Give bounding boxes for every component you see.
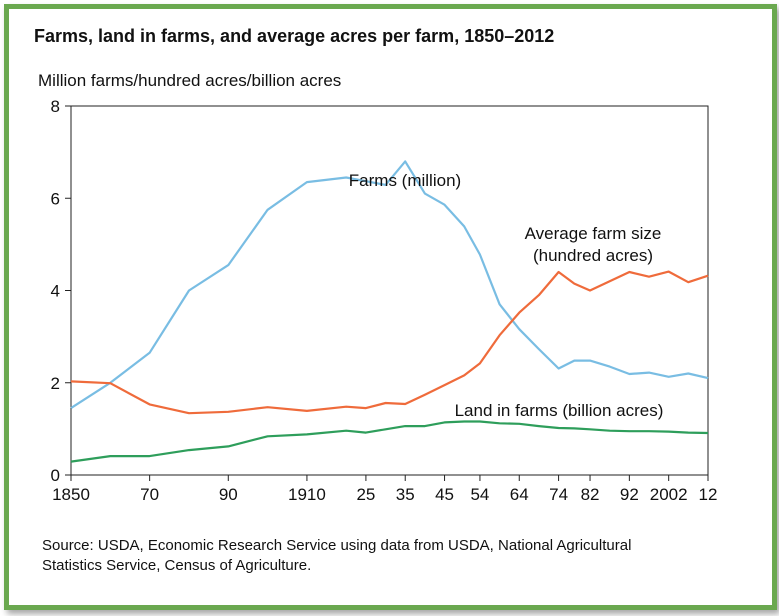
y-tick-label: 2 [51,374,60,393]
y-tick-label: 8 [51,97,60,116]
source-note: Source: USDA, Economic Research Service … [42,537,632,574]
x-tick-label: 12 [699,485,718,504]
y-tick-label: 4 [51,282,60,301]
x-tick-label: 1910 [288,485,326,504]
series-line-3 [70,420,709,463]
x-tick-label: 74 [549,485,568,504]
series-label-2: (hundred acres) [533,246,653,265]
series-line-1 [70,160,709,410]
x-tick-label: 54 [470,485,489,504]
x-tick-label: 64 [510,485,529,504]
x-tick-label: 92 [620,485,639,504]
x-tick-label: 90 [219,485,238,504]
series-label-2: Average farm size [525,224,662,243]
y-tick-label: 6 [51,189,60,208]
y-axis-label: Million farms/hundred acres/billion acre… [38,71,342,90]
y-tick-label: 0 [51,466,60,485]
chart-title: Farms, land in farms, and average acres … [34,26,555,46]
x-tick-label: 70 [140,485,159,504]
x-tick-label: 35 [396,485,415,504]
series-label-1: Farms (million) [349,171,461,190]
x-tick-label: 1850 [52,485,90,504]
series-line-2 [70,270,709,415]
x-tick-label: 2002 [650,485,688,504]
x-tick-label: 25 [356,485,375,504]
x-tick-label: 45 [435,485,454,504]
chart-frame [4,4,777,610]
x-tick-label: 82 [581,485,600,504]
series-label-3: Land in farms (billion acres) [455,401,664,420]
